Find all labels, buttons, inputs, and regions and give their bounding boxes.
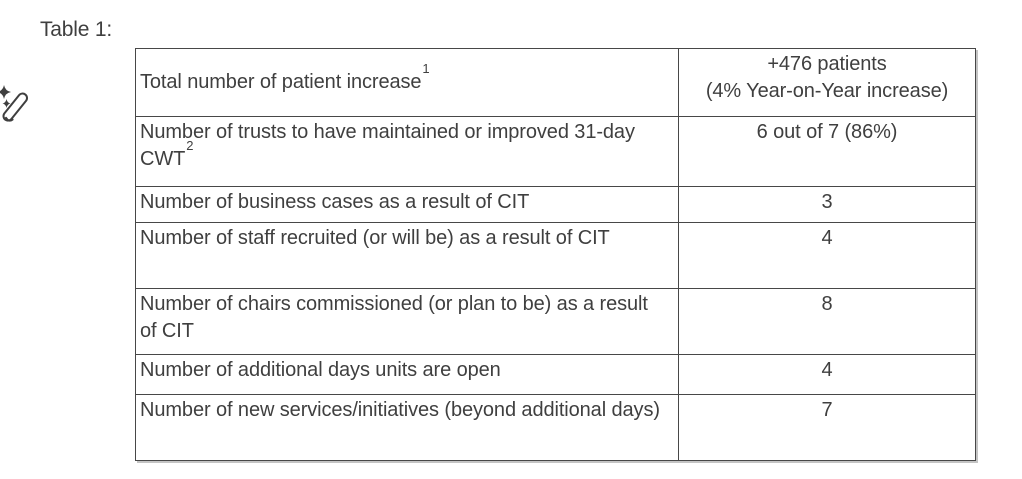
row-label-cell: Number of chairs commissioned (or plan t… [135,288,679,355]
table-row: Number of additional days units are open… [135,354,976,395]
row-label: Total number of patient increase [140,71,422,93]
table-row: Number of chairs commissioned (or plan t… [135,288,976,355]
row-label-cell: Number of new services/initiatives (beyo… [135,394,679,461]
row-value-cell: 7 [678,394,976,461]
sparkle-pen-icon[interactable] [0,83,31,128]
table-row: Number of new services/initiatives (beyo… [135,394,976,461]
table-row: Total number of patient increase1 +476 p… [135,48,976,117]
row-value-cell: 3 [678,186,976,223]
row-label-cell: Number of staff recruited (or will be) a… [135,222,679,289]
row-value-line1: 6 out of 7 (86%) [756,121,898,143]
row-value-line1: 4 [821,227,833,249]
row-label: Number of additional days units are open [140,359,501,381]
row-value-cell: 6 out of 7 (86%) [678,116,976,187]
metrics-table: Total number of patient increase1 +476 p… [135,48,976,461]
footnote-superscript: 2 [186,138,194,154]
table-caption: Table 1: [40,18,112,41]
row-value-line1: 3 [821,191,833,213]
row-label-cell: Number of additional days units are open [135,354,679,395]
table-row: Number of staff recruited (or will be) a… [135,222,976,289]
row-label: Number of business cases as a result of … [140,191,530,213]
row-label-cell: Number of business cases as a result of … [135,186,679,223]
row-label-cell: Number of trusts to have maintained or i… [135,116,679,187]
row-label: Number of staff recruited (or will be) a… [140,227,610,249]
row-value-line2: (4% Year-on-Year increase) [705,80,949,102]
row-value-cell: 8 [678,288,976,355]
footnote-superscript: 1 [422,61,430,77]
table-row: Number of trusts to have maintained or i… [135,116,976,187]
pen-curl [5,116,14,122]
row-label-cell: Total number of patient increase1 [135,48,679,117]
row-label: Number of new services/initiatives (beyo… [140,399,660,421]
row-value-line1: 7 [821,399,833,421]
table-row: Number of business cases as a result of … [135,186,976,223]
row-label: Number of chairs commissioned (or plan t… [140,293,648,342]
row-value-line1: +476 patients [767,53,887,75]
row-value-cell: +476 patients (4% Year-on-Year increase) [678,48,976,117]
row-value-cell: 4 [678,354,976,395]
row-value-line1: 4 [821,359,833,381]
row-label: Number of trusts to have maintained or i… [140,121,635,170]
row-value-cell: 4 [678,222,976,289]
row-value-line1: 8 [821,293,833,315]
sparkle-large [0,85,11,99]
sparkle-small [2,99,11,108]
pen-body [2,92,29,122]
